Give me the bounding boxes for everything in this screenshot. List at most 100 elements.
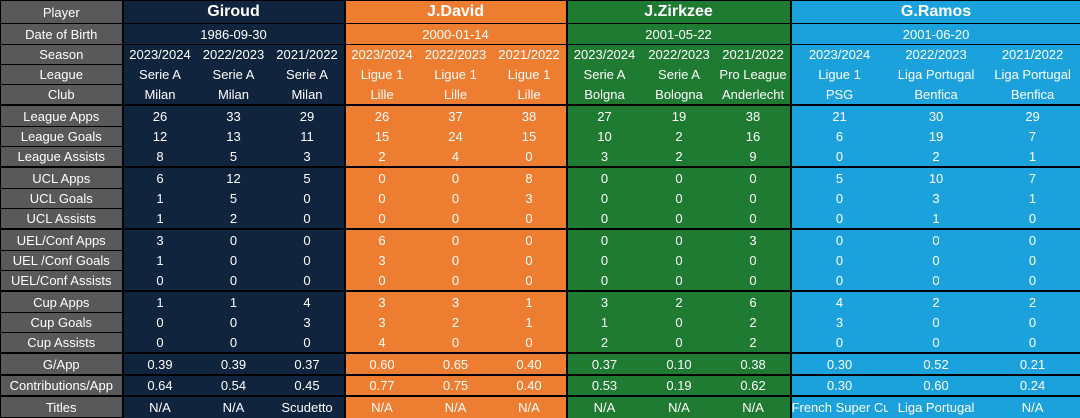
stat-cell: 0.39 <box>121 353 197 376</box>
stat-cell: 2 <box>343 146 419 169</box>
stat-cell: Lille <box>492 84 567 107</box>
stat-cell: 3 <box>789 312 888 333</box>
row-label: League <box>0 63 123 86</box>
stat-cell: 6 <box>343 229 419 251</box>
player-name: J.Zirkzee <box>565 0 791 25</box>
stat-cell: 0 <box>789 229 888 251</box>
table-row: Contributions/App 0.64 0.54 0.45 0.77 0.75 0.4… <box>0 374 1080 398</box>
stat-cell: 3 <box>343 312 419 333</box>
stat-cell: 5 <box>270 167 345 189</box>
row-label: UCL Apps <box>0 166 123 189</box>
stat-cell: French Super Cup <box>789 396 888 418</box>
stat-cell: 0 <box>196 270 271 293</box>
stat-cell: 0 <box>789 250 888 271</box>
stat-cell: 0.30 <box>789 353 888 376</box>
stat-cell: 0 <box>343 167 419 189</box>
stat-cell: 1 <box>121 250 197 271</box>
table-row: UEL/Conf Apps 3 0 0 6 0 0 0 0 3 0 0 0 <box>0 228 1080 251</box>
stat-cell: 0.54 <box>196 374 271 398</box>
stat-cell: 0 <box>641 229 717 251</box>
row-label: UCL Assists <box>0 208 123 231</box>
stat-cell: 6 <box>121 167 197 189</box>
stat-cell: 1 <box>121 208 197 231</box>
stat-cell: 3 <box>492 188 567 209</box>
stat-cell: 4 <box>418 146 493 169</box>
stat-cell: Bologna <box>641 84 717 107</box>
row-label: Club <box>0 84 123 107</box>
table-row: Cup Goals 0 0 3 3 2 1 1 0 2 3 0 0 <box>0 311 1080 334</box>
stat-cell: 4 <box>789 291 888 313</box>
stat-cell: 2 <box>418 312 493 333</box>
stat-cell: Serie A <box>565 64 642 85</box>
stat-cell: 0 <box>196 332 271 355</box>
table-row: Club Milan Milan Milan Lille Lille Lille Bolgna… <box>0 84 1080 107</box>
stat-cell: 27 <box>565 105 642 127</box>
stat-cell: 0.40 <box>492 374 567 398</box>
stat-cell: 0 <box>641 167 717 189</box>
stat-cell: 2023/2024 <box>343 44 419 65</box>
stat-cell: 3 <box>565 146 642 169</box>
stat-cell: 3 <box>418 291 493 313</box>
stat-cell: 0 <box>716 188 791 209</box>
stat-cell: 0 <box>716 250 791 271</box>
stat-cell: 0.30 <box>789 374 888 398</box>
stat-cell: 0 <box>343 188 419 209</box>
stat-cell: 30 <box>887 105 985 127</box>
table-row: Cup Apps 1 1 4 3 3 1 3 2 6 4 2 2 <box>0 290 1080 313</box>
stat-cell: Pro League <box>716 64 791 85</box>
stat-cell: Serie A <box>641 64 717 85</box>
stat-cell: Anderlecht <box>716 84 791 107</box>
row-label: League Apps <box>0 104 123 127</box>
stat-cell: Milan <box>270 84 345 107</box>
stat-cell: 2021/2022 <box>270 44 345 65</box>
stat-cell: 0.24 <box>984 374 1080 398</box>
table-row: Titles N/A N/A Scudetto N/A N/A N/A N/A N/A N/A Fr… <box>0 395 1080 418</box>
row-label: UEL/Conf Apps <box>0 228 123 251</box>
stat-cell: Ligue 1 <box>418 64 493 85</box>
date-of-birth: 2001-05-22 <box>565 23 791 45</box>
stat-cell: 26 <box>343 105 419 127</box>
table-row: UEL /Conf Goals 1 0 0 3 0 0 0 0 0 0 0 0 <box>0 249 1080 272</box>
stat-cell: 0 <box>984 312 1080 333</box>
stat-cell: 8 <box>492 167 567 189</box>
stat-cell: 38 <box>492 105 567 127</box>
stat-cell: 0.37 <box>565 353 642 376</box>
stat-cell: 0 <box>641 312 717 333</box>
stat-cell: 0 <box>270 188 345 209</box>
stat-cell: 7 <box>984 126 1080 147</box>
stat-cell: 2 <box>565 332 642 355</box>
stat-cell: 0 <box>887 332 985 355</box>
stat-cell: 0 <box>887 229 985 251</box>
table-row: League Assists 8 5 3 2 4 0 3 2 9 0 2 1 <box>0 146 1080 169</box>
stat-cell: 2 <box>887 291 985 313</box>
table-row: UEL/Conf Assists 0 0 0 0 0 0 0 0 0 0 0 0 <box>0 270 1080 293</box>
stat-cell: 9 <box>716 146 791 169</box>
stat-cell: 0.60 <box>343 353 419 376</box>
stat-cell: 0 <box>418 229 493 251</box>
stat-cell: 0 <box>270 208 345 231</box>
stat-cell: 0 <box>196 229 271 251</box>
row-label: UEL /Conf Goals <box>0 249 123 272</box>
stat-cell: N/A <box>641 396 717 418</box>
stat-cell: 0.77 <box>343 374 419 398</box>
stat-cell: 0 <box>121 312 197 333</box>
stat-cell: Serie A <box>270 64 345 85</box>
stat-cell: 3 <box>270 146 345 169</box>
stat-cell: 1 <box>196 291 271 313</box>
stat-cell: 2 <box>716 332 791 355</box>
row-label: UEL/Conf Assists <box>0 270 123 293</box>
date-of-birth: 1986-09-30 <box>121 23 345 45</box>
stat-cell: 0 <box>492 250 567 271</box>
stat-cell: 0 <box>789 188 888 209</box>
stat-cell: 2022/2023 <box>418 44 493 65</box>
stat-cell: 3 <box>343 250 419 271</box>
stat-cell: 2 <box>887 146 985 169</box>
player-name: J.David <box>343 0 567 25</box>
stat-cell: 15 <box>492 126 567 147</box>
stat-cell: 0 <box>121 332 197 355</box>
stat-cell: 0 <box>418 188 493 209</box>
stat-cell: 0 <box>270 229 345 251</box>
stat-cell: 0 <box>418 332 493 355</box>
stat-cell: Ligue 1 <box>789 64 888 85</box>
stat-cell: 2 <box>641 126 717 147</box>
